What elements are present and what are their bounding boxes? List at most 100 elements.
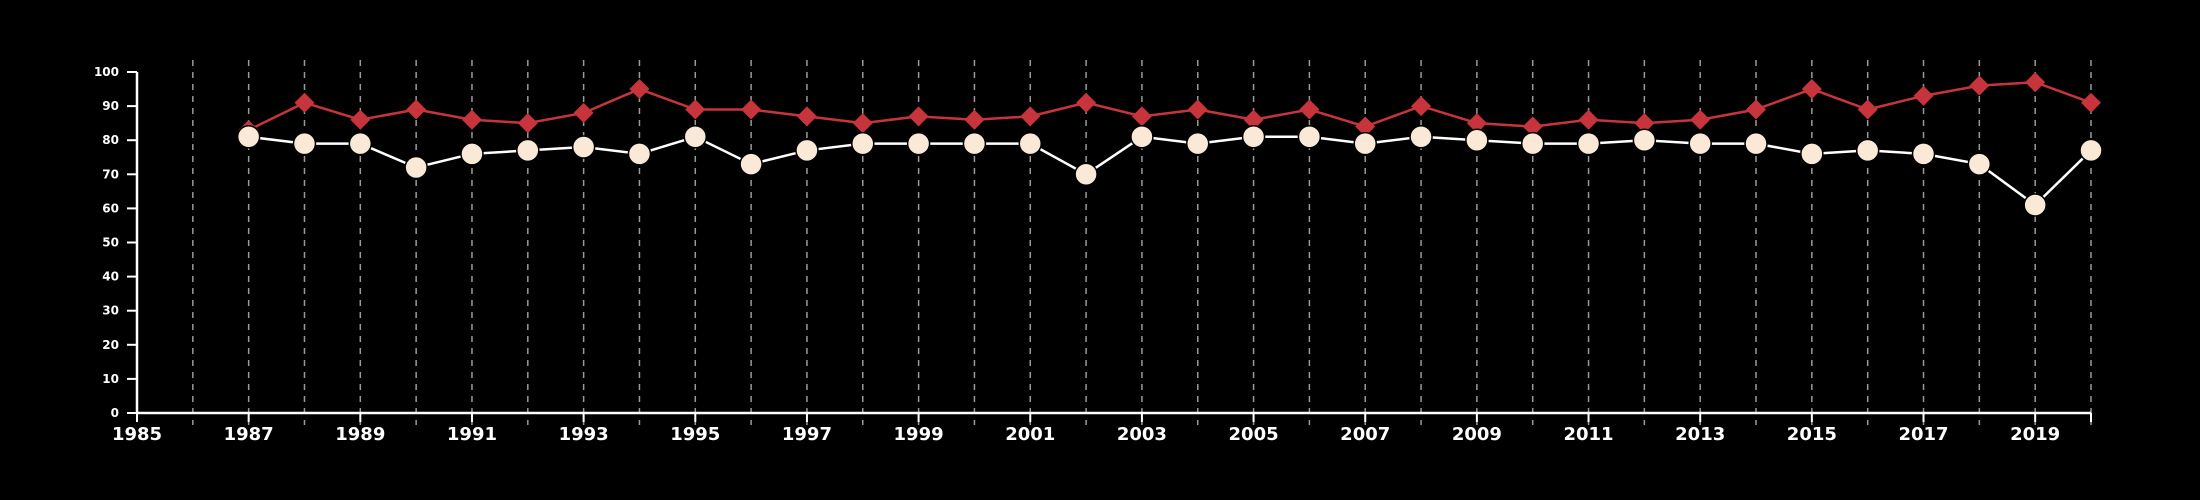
y-tick-label-60: 60 bbox=[102, 201, 119, 215]
x-tick-label-2009: 2009 bbox=[1452, 424, 1502, 445]
x-tick-label-1991: 1991 bbox=[447, 424, 497, 445]
series-1-point-1994 bbox=[629, 79, 650, 100]
series-1-point-1990 bbox=[406, 99, 427, 120]
series-2-point-2020 bbox=[2079, 138, 2103, 163]
series-1-point-2003 bbox=[1131, 106, 1152, 127]
series-2-point-2001 bbox=[1018, 131, 1043, 156]
series-1-point-2010 bbox=[1522, 116, 1543, 137]
series-2-point-1989 bbox=[348, 131, 373, 156]
y-tick-label-90: 90 bbox=[102, 99, 119, 113]
series-2-point-2016 bbox=[1855, 138, 1880, 163]
series-2 bbox=[236, 125, 2103, 217]
series-2-point-1998 bbox=[851, 131, 875, 156]
series-1-line bbox=[248, 80, 2092, 132]
series-2-point-2017 bbox=[1911, 142, 1936, 166]
series-2-point-1988 bbox=[292, 131, 317, 156]
series-2-point-1992 bbox=[516, 138, 540, 163]
series-2-point-2000 bbox=[962, 131, 987, 156]
series-2-point-1993 bbox=[571, 135, 596, 159]
x-tick-label-2015: 2015 bbox=[1787, 424, 1837, 445]
x-tick-label-2007: 2007 bbox=[1340, 424, 1390, 445]
series-2-point-2007 bbox=[1353, 131, 1377, 156]
y-tick-label-0: 0 bbox=[111, 406, 119, 420]
x-tick-label-2011: 2011 bbox=[1563, 424, 1613, 445]
series-2-point-2010 bbox=[1520, 131, 1545, 156]
series-2-point-2004 bbox=[1185, 131, 1210, 156]
series-1-point-2018 bbox=[1969, 75, 1990, 96]
series-1-point-2019 bbox=[2025, 72, 2046, 93]
series-2-point-2019 bbox=[2023, 193, 2047, 217]
series-2-point-1996 bbox=[739, 152, 763, 176]
series-1-point-2020 bbox=[2081, 92, 2101, 113]
series-2-point-1994 bbox=[627, 142, 652, 166]
series-1-point-1991 bbox=[461, 109, 482, 130]
series-2-point-1987 bbox=[236, 125, 261, 149]
series-1-point-2013 bbox=[1690, 109, 1711, 130]
y-tick-label-70: 70 bbox=[102, 167, 119, 181]
series-2-point-2005 bbox=[1241, 125, 1266, 149]
series-1-point-2015 bbox=[1801, 79, 1822, 100]
x-tick-label-1997: 1997 bbox=[782, 424, 832, 445]
series-2-point-2006 bbox=[1297, 125, 1322, 149]
series-2-point-2015 bbox=[1800, 142, 1824, 166]
x-tick-label-1989: 1989 bbox=[335, 424, 385, 445]
series-1-point-1993 bbox=[573, 102, 594, 123]
series-2-point-2003 bbox=[1130, 125, 1154, 149]
series-2-point-1990 bbox=[404, 155, 428, 180]
x-axis: 1985 1987 1989 1991 1993 1995 1997 1999 2001 2003… bbox=[112, 411, 2092, 445]
series-1-point-2004 bbox=[1187, 99, 1208, 120]
series-1-point-1999 bbox=[908, 106, 929, 127]
series-1-point-1989 bbox=[350, 109, 371, 130]
series-1-point-2012 bbox=[1634, 113, 1655, 134]
x-tick-label-1987: 1987 bbox=[224, 424, 274, 445]
series-1-point-2017 bbox=[1913, 85, 1934, 106]
y-tick-label-10: 10 bbox=[102, 372, 119, 386]
series-1-point-1998 bbox=[852, 113, 873, 134]
series-1 bbox=[238, 72, 2101, 140]
series-1-point-2016 bbox=[1857, 99, 1878, 120]
series-2-point-1991 bbox=[460, 142, 484, 166]
series-1-point-1997 bbox=[796, 106, 817, 127]
series-1-point-1988 bbox=[294, 92, 315, 113]
x-tick-label-1993: 1993 bbox=[559, 424, 609, 445]
series-2-point-1997 bbox=[795, 138, 819, 163]
series-1-point-2001 bbox=[1020, 106, 1041, 127]
series-1-point-1992 bbox=[517, 113, 538, 134]
y-tick-label-50: 50 bbox=[102, 236, 119, 250]
series-2-point-2013 bbox=[1688, 131, 1712, 156]
series-1-point-2011 bbox=[1578, 109, 1599, 130]
series-2-point-2018 bbox=[1967, 152, 1992, 176]
series-1-point-1995 bbox=[685, 99, 706, 120]
x-tick-label-1985: 1985 bbox=[112, 424, 162, 445]
series-1-point-2009 bbox=[1466, 113, 1487, 134]
x-tick-label-2013: 2013 bbox=[1675, 424, 1725, 445]
series-1-point-2000 bbox=[964, 109, 985, 130]
series-2-point-2014 bbox=[1744, 131, 1768, 156]
series-1-point-2008 bbox=[1411, 96, 1432, 117]
series-1-point-2005 bbox=[1243, 109, 1264, 130]
x-tick-label-2003: 2003 bbox=[1117, 424, 1167, 445]
y-tick-label-30: 30 bbox=[102, 304, 119, 318]
series-1-point-2002 bbox=[1076, 92, 1097, 113]
y-tick-label-20: 20 bbox=[102, 338, 119, 352]
y-tick-label-40: 40 bbox=[102, 270, 119, 284]
series-1-point-2006 bbox=[1299, 99, 1320, 120]
series-2-point-2012 bbox=[1632, 128, 1657, 152]
series-1-point-2014 bbox=[1746, 99, 1767, 120]
series-2-point-2011 bbox=[1576, 131, 1601, 156]
x-tick-label-1999: 1999 bbox=[894, 424, 944, 445]
series-2-point-2008 bbox=[1409, 125, 1433, 149]
x-tick-label-1995: 1995 bbox=[670, 424, 720, 445]
series-2-point-1995 bbox=[683, 125, 708, 149]
series-2-line bbox=[248, 135, 2092, 207]
y-tick-label-100: 100 bbox=[94, 65, 119, 79]
x-tick-label-2017: 2017 bbox=[1898, 424, 1948, 445]
series-2-point-2009 bbox=[1465, 128, 1489, 152]
y-axis: 0 10 20 30 40 50 60 70 80 90 100 bbox=[94, 65, 139, 420]
x-tick-label-2019: 2019 bbox=[2010, 424, 2060, 445]
y-tick-label-80: 80 bbox=[102, 133, 119, 147]
x-tick-label-2005: 2005 bbox=[1229, 424, 1279, 445]
series-2-point-2002 bbox=[1074, 162, 1098, 187]
x-tick-label-2001: 2001 bbox=[1005, 424, 1055, 445]
